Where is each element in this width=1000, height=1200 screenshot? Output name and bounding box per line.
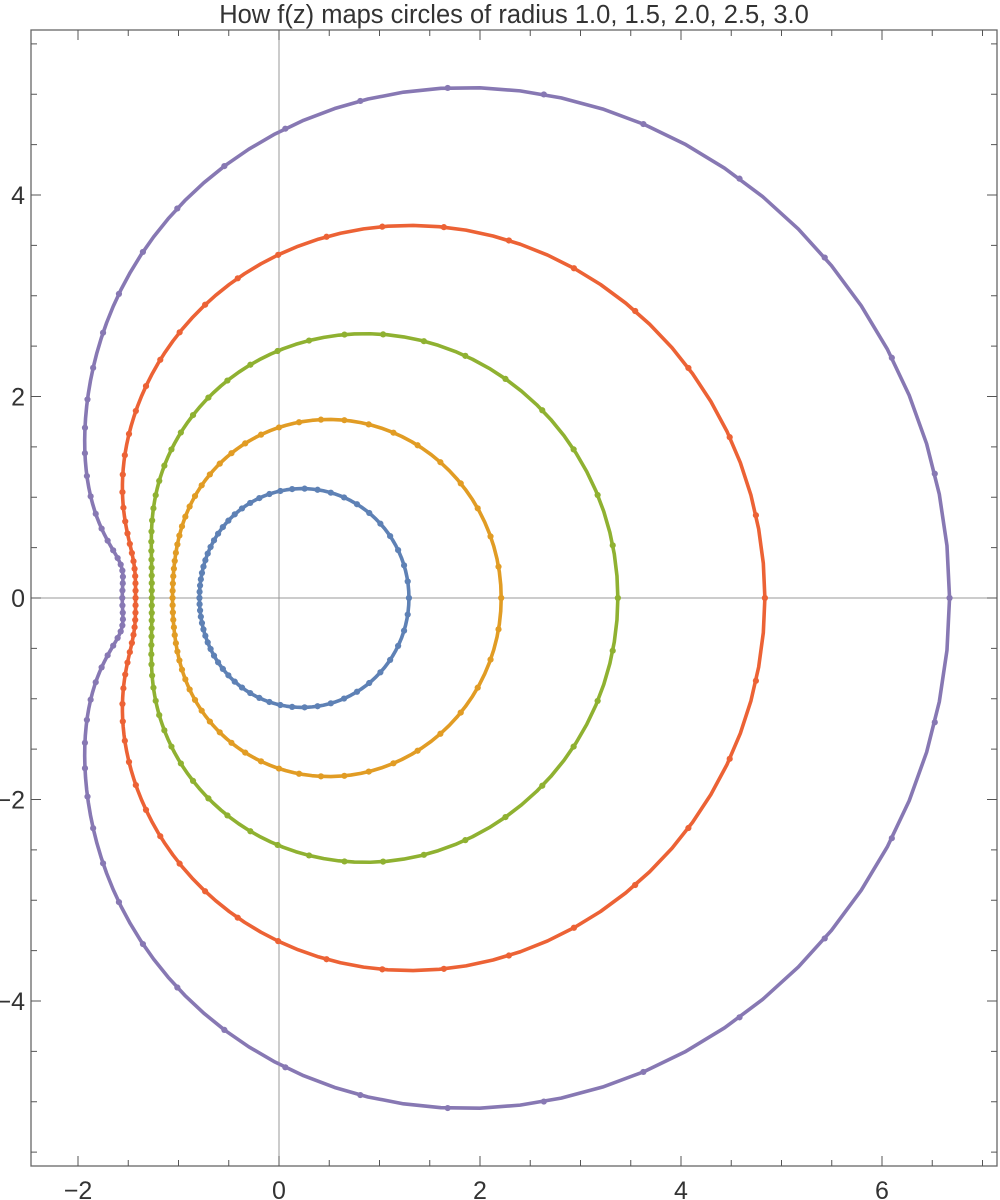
svg-text:−4: −4 [0, 988, 25, 1016]
svg-text:2: 2 [473, 1177, 487, 1200]
svg-text:How f(z) maps circles of radiu: How f(z) maps circles of radius 1.0, 1.5… [219, 1, 809, 29]
svg-text:2: 2 [11, 384, 25, 412]
svg-text:−2: −2 [64, 1177, 93, 1200]
svg-text:−2: −2 [0, 787, 25, 815]
svg-text:4: 4 [674, 1177, 688, 1200]
svg-text:0: 0 [11, 585, 25, 613]
svg-text:4: 4 [11, 182, 25, 210]
svg-text:0: 0 [272, 1177, 286, 1200]
svg-text:6: 6 [875, 1177, 889, 1200]
